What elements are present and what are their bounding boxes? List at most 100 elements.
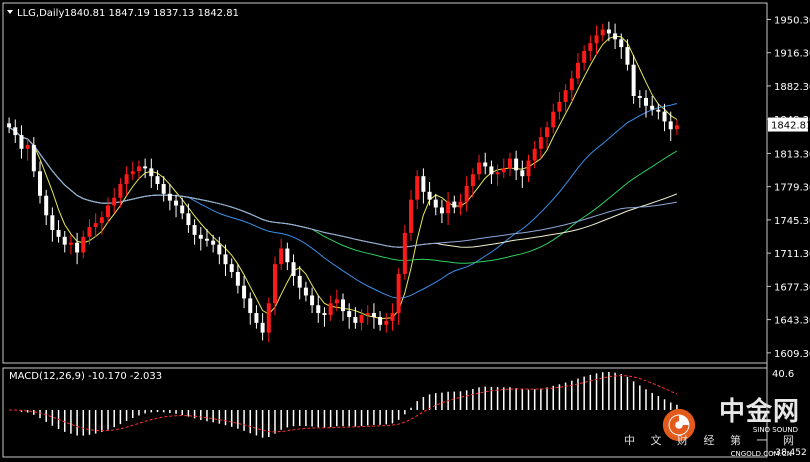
candle-body: [328, 303, 333, 316]
candle-body: [421, 176, 426, 192]
candle-body: [557, 101, 562, 112]
candle-body: [93, 223, 98, 228]
candle-body: [409, 199, 414, 233]
candle-body: [439, 207, 444, 214]
candle-body: [668, 121, 673, 130]
candle-body: [353, 316, 358, 323]
ma-white-line: [8, 126, 678, 248]
macd-top-label: 40.6: [772, 369, 794, 380]
watermark-small: SINO SOUND: [752, 426, 798, 434]
candle-body: [365, 313, 370, 316]
candle-body: [38, 171, 43, 196]
watermark-domain: CNGOLD.COM.CN: [730, 450, 792, 458]
candle-body: [13, 127, 18, 136]
candle-body: [204, 238, 209, 241]
candle-body: [551, 111, 556, 128]
candle-body: [402, 232, 407, 274]
candle-body: [322, 313, 327, 316]
candle-body: [81, 236, 86, 253]
candle-body: [50, 215, 55, 230]
candle-body: [415, 176, 420, 200]
candle-body: [223, 254, 228, 265]
candle-body: [254, 313, 259, 323]
symbol-label: LLG,Daily: [17, 8, 64, 19]
candle-body: [588, 43, 593, 52]
candle-body: [62, 236, 67, 245]
candle-body: [260, 322, 265, 333]
candle-body: [124, 174, 129, 184]
price-tick-label: 1882.30: [774, 82, 810, 93]
candle-body: [7, 123, 12, 128]
candle-body: [600, 29, 605, 36]
candle-body: [637, 96, 642, 98]
candle-body: [211, 240, 216, 245]
candle-body: [316, 305, 321, 314]
candle-body: [180, 205, 185, 214]
candle-body: [19, 135, 24, 149]
candle-body: [186, 213, 191, 226]
candle-body: [285, 248, 290, 263]
main-panel-frame: [2, 2, 768, 364]
price-tick-label: 1677.30: [774, 282, 810, 293]
watermark-title: 中金网: [718, 397, 800, 427]
candle-body: [198, 234, 203, 239]
candle-body: [25, 144, 30, 149]
candle-body: [594, 35, 599, 44]
collapse-arrow-icon[interactable]: [7, 10, 13, 14]
price-tick-label: 1609.30: [774, 349, 810, 360]
candle-body: [174, 200, 179, 206]
candle-body: [613, 33, 618, 40]
candle-body: [167, 193, 172, 201]
candle-body: [650, 105, 655, 110]
candle-body: [643, 97, 648, 106]
price-tick-label: 1643.30: [774, 316, 810, 327]
candle-body: [143, 166, 148, 169]
candle-body: [427, 191, 432, 200]
candle-body: [538, 137, 543, 149]
candle-body: [452, 201, 457, 208]
candle-body: [569, 78, 574, 91]
candle-body: [161, 184, 166, 194]
candle-body: [235, 272, 240, 286]
candle-body: [31, 144, 36, 172]
candle-body: [545, 127, 550, 138]
candle-body: [575, 62, 580, 79]
candle-body: [130, 171, 135, 175]
candle-body: [217, 244, 222, 255]
price-tick-label: 1916.30: [774, 49, 810, 60]
candle-body: [446, 201, 451, 214]
ma-long-line: [8, 126, 677, 248]
candle-body: [334, 299, 339, 304]
candle-body: [136, 166, 141, 172]
candle-body: [149, 168, 154, 177]
candle-body: [464, 185, 469, 202]
price-tick-label: 1779.30: [774, 183, 810, 194]
candle-body: [347, 311, 352, 317]
ma-blue-line: [8, 103, 678, 299]
candle-body: [495, 172, 500, 175]
candle-body: [501, 168, 506, 173]
candle-body: [266, 303, 271, 333]
candle-body: [44, 195, 49, 216]
candle-body: [87, 227, 92, 237]
price-tick-label: 1813.30: [774, 149, 810, 160]
candle-body: [371, 313, 376, 317]
candle-body: [359, 315, 364, 323]
candle-body: [477, 162, 482, 175]
candle-body: [470, 174, 475, 186]
moving-averages: [8, 35, 678, 320]
ohlc-readout: 1840.81 1847.19 1837.13 1842.81: [64, 8, 239, 19]
candle-body: [99, 217, 104, 224]
candle-body: [118, 184, 123, 198]
candle-body: [396, 273, 401, 314]
price-tick-label: 1745.30: [774, 216, 810, 227]
candle-body: [390, 313, 395, 321]
candle-body: [526, 160, 531, 177]
ma-green-line: [8, 126, 678, 264]
candle-body: [532, 148, 537, 161]
price-tick-label: 1950.30: [774, 15, 810, 26]
candle-body: [619, 39, 624, 48]
candle-body: [56, 229, 61, 237]
candle-body: [68, 242, 73, 245]
